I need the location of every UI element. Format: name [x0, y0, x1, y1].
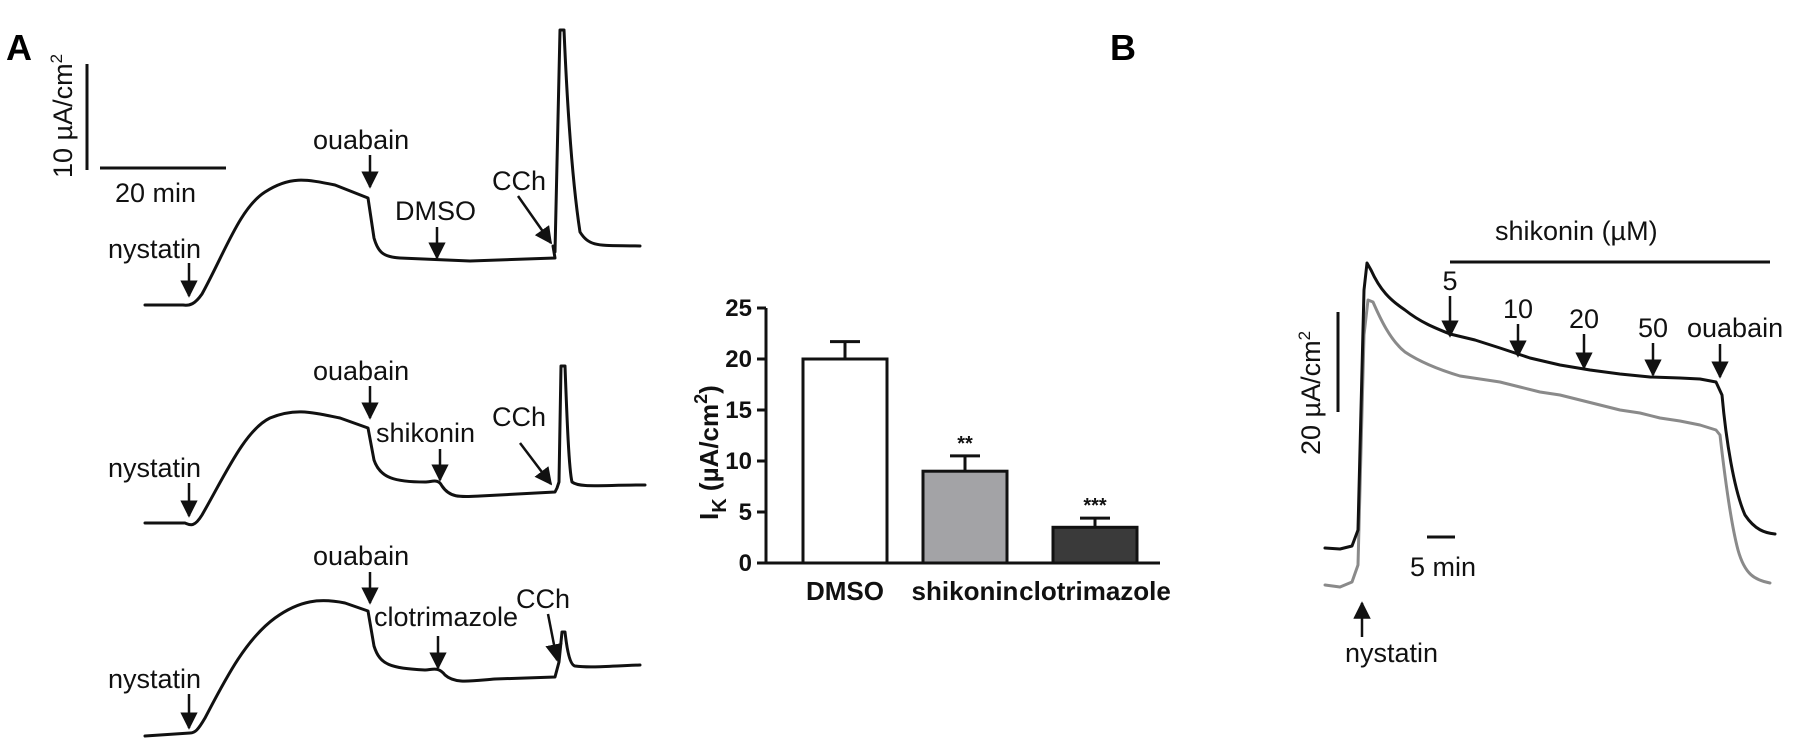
- dose-label-10: 10: [1503, 294, 1533, 324]
- trace-clotrimazole-ouabain-label: ouabain: [313, 541, 409, 571]
- bar-clotrimazole: [1051, 525, 1139, 565]
- bar-chart-bars: DMSO shikonin ** clotrimazole ***: [801, 340, 1171, 606]
- panel-b: shikonin (µM) 510 20 50 ouabain 20 µA/cm2 …: [1295, 216, 1783, 668]
- trace-shikonin-drug-label: shikonin: [376, 418, 475, 448]
- significance-shikonin: **: [957, 433, 973, 455]
- scale-y-label-b: 20 µA/cm2: [1295, 331, 1326, 455]
- x-tick-label-DMSO: DMSO: [806, 576, 884, 606]
- trace-clotrimazole-cch-arrow: [545, 613, 563, 662]
- y-tick-label: 0: [739, 550, 752, 577]
- y-tick-label: 5: [739, 499, 752, 526]
- x-tick-label-clotrimazole: clotrimazole: [1019, 576, 1171, 606]
- panel-b-label: B: [1110, 27, 1136, 68]
- dose-arrows: 5 10 20 50: [1441, 266, 1668, 377]
- trace-clotrimazole-cch-label: CCh: [516, 584, 570, 614]
- x-tick-label-shikonin: shikonin: [912, 576, 1019, 606]
- shikonin-bar-label: shikonin (µM): [1495, 216, 1658, 246]
- dose-label-20: 20: [1569, 304, 1599, 334]
- trace-shikonin: [143, 364, 647, 527]
- y-tick-label: 15: [725, 397, 752, 424]
- dose-label-50: 50: [1638, 313, 1668, 343]
- trace-clotrimazole-drug-label: clotrimazole: [374, 602, 518, 632]
- significance-clotrimazole: ***: [1083, 495, 1107, 517]
- y-tick-label: 20: [725, 346, 752, 373]
- panel-a: 10 µA/cm2 20 min nystatin ouabain DMSO C…: [47, 28, 647, 738]
- trace-shikonin-cch-label: CCh: [492, 402, 546, 432]
- trace-clotrimazole: [143, 599, 642, 738]
- scale-y-label-a: 10 µA/cm2: [47, 54, 78, 178]
- trace-b-black: [1323, 261, 1777, 551]
- trace-shikonin-ouabain-label: ouabain: [313, 356, 409, 386]
- trace-dmso: [143, 28, 642, 307]
- ouabain-label-b: ouabain: [1687, 313, 1783, 343]
- trace-dmso-nystatin-label: nystatin: [108, 234, 201, 264]
- y-tick-label: 25: [725, 295, 752, 322]
- bar-chart-ticks: 0 5 10 15 20 25: [725, 295, 766, 577]
- y-tick-label: 10: [725, 448, 752, 475]
- trace-dmso-ouabain-label: ouabain: [313, 125, 409, 155]
- trace-shikonin-cch-arrow: [519, 442, 553, 486]
- trace-dmso-cch-arrow: [516, 195, 553, 245]
- bar-chart-y-label: IK (µA/cm2): [691, 385, 731, 520]
- panel-a-label: A: [6, 27, 32, 68]
- trace-clotrimazole-nystatin-label: nystatin: [108, 664, 201, 694]
- bar-shikonin: [921, 469, 1009, 565]
- bar-DMSO: [801, 357, 889, 565]
- trace-b-grey: [1323, 298, 1772, 589]
- scale-x-label-b: 5 min: [1410, 552, 1476, 582]
- dose-label-5: 5: [1442, 266, 1457, 296]
- trace-dmso-drug-label: DMSO: [395, 196, 476, 226]
- scale-x-label-a: 20 min: [115, 178, 196, 208]
- trace-shikonin-nystatin-label: nystatin: [108, 453, 201, 483]
- trace-dmso-cch-label: CCh: [492, 166, 546, 196]
- nystatin-label-b: nystatin: [1345, 638, 1438, 668]
- bar-chart: IK (µA/cm2) 0 5 10 15 20 25 DMSO shikonin ** clo…: [691, 295, 1171, 606]
